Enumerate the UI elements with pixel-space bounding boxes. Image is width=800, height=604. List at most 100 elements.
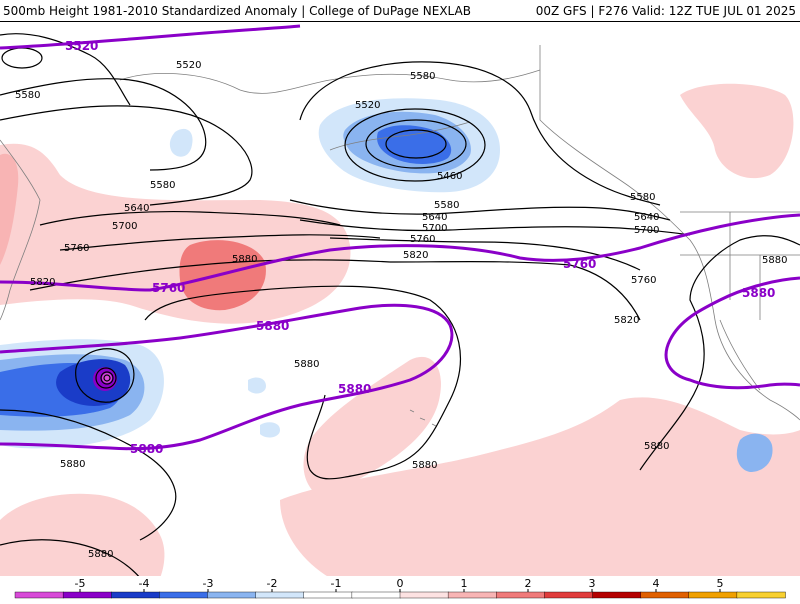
coastlines [0, 45, 800, 427]
highlight-5520 [0, 24, 301, 50]
label-5880-c: 5880 [294, 359, 319, 370]
label-5460: 5460 [437, 171, 462, 182]
positive-anomaly-southwest [0, 493, 165, 578]
colorbar-swatch [303, 591, 353, 599]
highlight-label-5880-d: 5880 [742, 286, 775, 300]
label-5760-c: 5760 [631, 275, 656, 286]
aleutian-chain [329, 121, 471, 151]
highlight-label-5760-b: 5760 [563, 257, 596, 271]
contour-typhoon-inner-2 [100, 371, 114, 385]
model-run-info: 00Z GFS | F276 Valid: 12Z TUE JUL 01 202… [535, 4, 796, 18]
positive-anomaly-west [0, 143, 351, 324]
contour-5820-central [389, 261, 641, 321]
contour-5460-low [365, 119, 467, 169]
label-5820-b: 5820 [403, 250, 428, 261]
contour-typhoon-inner-1 [95, 367, 117, 389]
colorbar-swatch [255, 591, 305, 599]
label-5580-b: 5580 [150, 180, 175, 191]
colorbar-tick-label: -3 [203, 577, 214, 590]
negative-anomaly-patch-4 [260, 422, 280, 438]
negative-anomaly-patch-3 [248, 377, 266, 394]
label-5880-g: 5880 [88, 549, 113, 560]
contour-labels: 5520 5580 5580 5520 5580 5640 5700 5460 … [15, 60, 787, 560]
positive-anomaly-southeast [280, 397, 800, 578]
colorbar-tick-label: -2 [267, 577, 278, 590]
map-title: 500mb Height 1981-2010 Standardized Anom… [3, 4, 471, 18]
label-5880-a: 5880 [232, 254, 257, 265]
colorbar-swatch [496, 591, 546, 599]
anomaly-shading [0, 83, 800, 578]
contour-5520-northwest [0, 33, 131, 106]
asia-coast [0, 139, 41, 321]
colorbar-swatch [351, 591, 401, 599]
colorbar-swatch [111, 591, 161, 599]
contour-5700-west [39, 210, 341, 226]
highlight-labels: 5520 5760 5760 5880 5880 5880 5880 [65, 39, 775, 456]
contour-5520-low [344, 108, 486, 182]
contour-5580-west [0, 78, 207, 171]
label-5880-e: 5880 [412, 460, 437, 471]
highlight-5880-central [0, 303, 454, 451]
highlight-label-5760-a: 5760 [152, 281, 185, 295]
label-5520-a: 5520 [176, 60, 201, 71]
highlight-5760 [0, 213, 800, 292]
label-5880-d: 5880 [60, 459, 85, 470]
label-5700-b: 5700 [422, 223, 447, 234]
negative-anomaly-patch-1 [736, 433, 773, 472]
colorbar-swatch [640, 591, 690, 599]
contour-5700-central [299, 219, 691, 236]
colorbar-tick-label: -5 [75, 577, 86, 590]
contour-5880-south [0, 539, 141, 578]
height-contours [0, 33, 800, 578]
label-5760-b: 5760 [64, 243, 89, 254]
colorbar-graphic: -5 -4 -3 -2 -1 0 1 2 3 4 5 [14, 577, 786, 599]
colorbar-swatch [736, 591, 786, 599]
label-5640-a: 5640 [124, 203, 149, 214]
contour-5580-central [299, 61, 661, 206]
colorbar-tick-label: 2 [525, 577, 532, 590]
label-5580-d: 5580 [434, 200, 459, 211]
contour-5880-typhoon [75, 348, 135, 403]
us-borders [680, 211, 800, 320]
label-5880-f: 5880 [644, 441, 669, 452]
colorbar-swatch [14, 591, 64, 599]
contour-5820-west [29, 259, 391, 291]
label-5700-a: 5700 [112, 221, 137, 232]
colorbar-tick-label: -1 [331, 577, 342, 590]
label-5640-b: 5640 [422, 212, 447, 223]
contour-5880-central-ring [144, 285, 461, 480]
highlight-label-5880-b: 5880 [338, 382, 371, 396]
colorbar-tick-label: 5 [717, 577, 724, 590]
colorbar-swatch [544, 591, 594, 599]
contour-5520-small-low [1, 47, 43, 69]
label-5580-a: 5580 [15, 90, 40, 101]
positive-anomaly-south-central [303, 356, 441, 492]
colorbar-swatch [688, 591, 738, 599]
label-5580-c: 5580 [410, 71, 435, 82]
colorbar-tick-label: 4 [653, 577, 660, 590]
anomaly-map: 5520 5580 5580 5520 5580 5640 5700 5460 … [0, 24, 800, 578]
north-america-west-coast [539, 45, 800, 421]
map-panel[interactable]: 5520 5580 5580 5520 5580 5640 5700 5460 … [0, 22, 800, 578]
colorbar-swatch [399, 591, 449, 599]
hawaii-islands [409, 409, 437, 427]
contour-typhoon-inner-3 [103, 374, 111, 382]
highlight-5880-east [664, 276, 800, 390]
label-5820-a: 5820 [30, 277, 55, 288]
contour-5760-central [329, 237, 641, 271]
colorbar-swatch [447, 591, 497, 599]
highlight-label-5520: 5520 [65, 39, 98, 53]
label-5820-c: 5820 [614, 315, 639, 326]
colorbar-tick-label: 3 [589, 577, 596, 590]
highlight-label-5880-c: 5880 [130, 442, 163, 456]
colorbar-tick-label: 0 [397, 577, 404, 590]
contour-5880-east [639, 235, 800, 471]
label-5580-e: 5580 [630, 192, 655, 203]
positive-anomaly-east [680, 83, 794, 179]
contour-5640-central [289, 199, 671, 221]
colorbar-swatch [159, 591, 209, 599]
colorbar-tick-label: -4 [139, 577, 150, 590]
label-5640-c: 5640 [634, 212, 659, 223]
contour-5400-low [385, 129, 447, 159]
contour-5760-west [59, 234, 381, 251]
